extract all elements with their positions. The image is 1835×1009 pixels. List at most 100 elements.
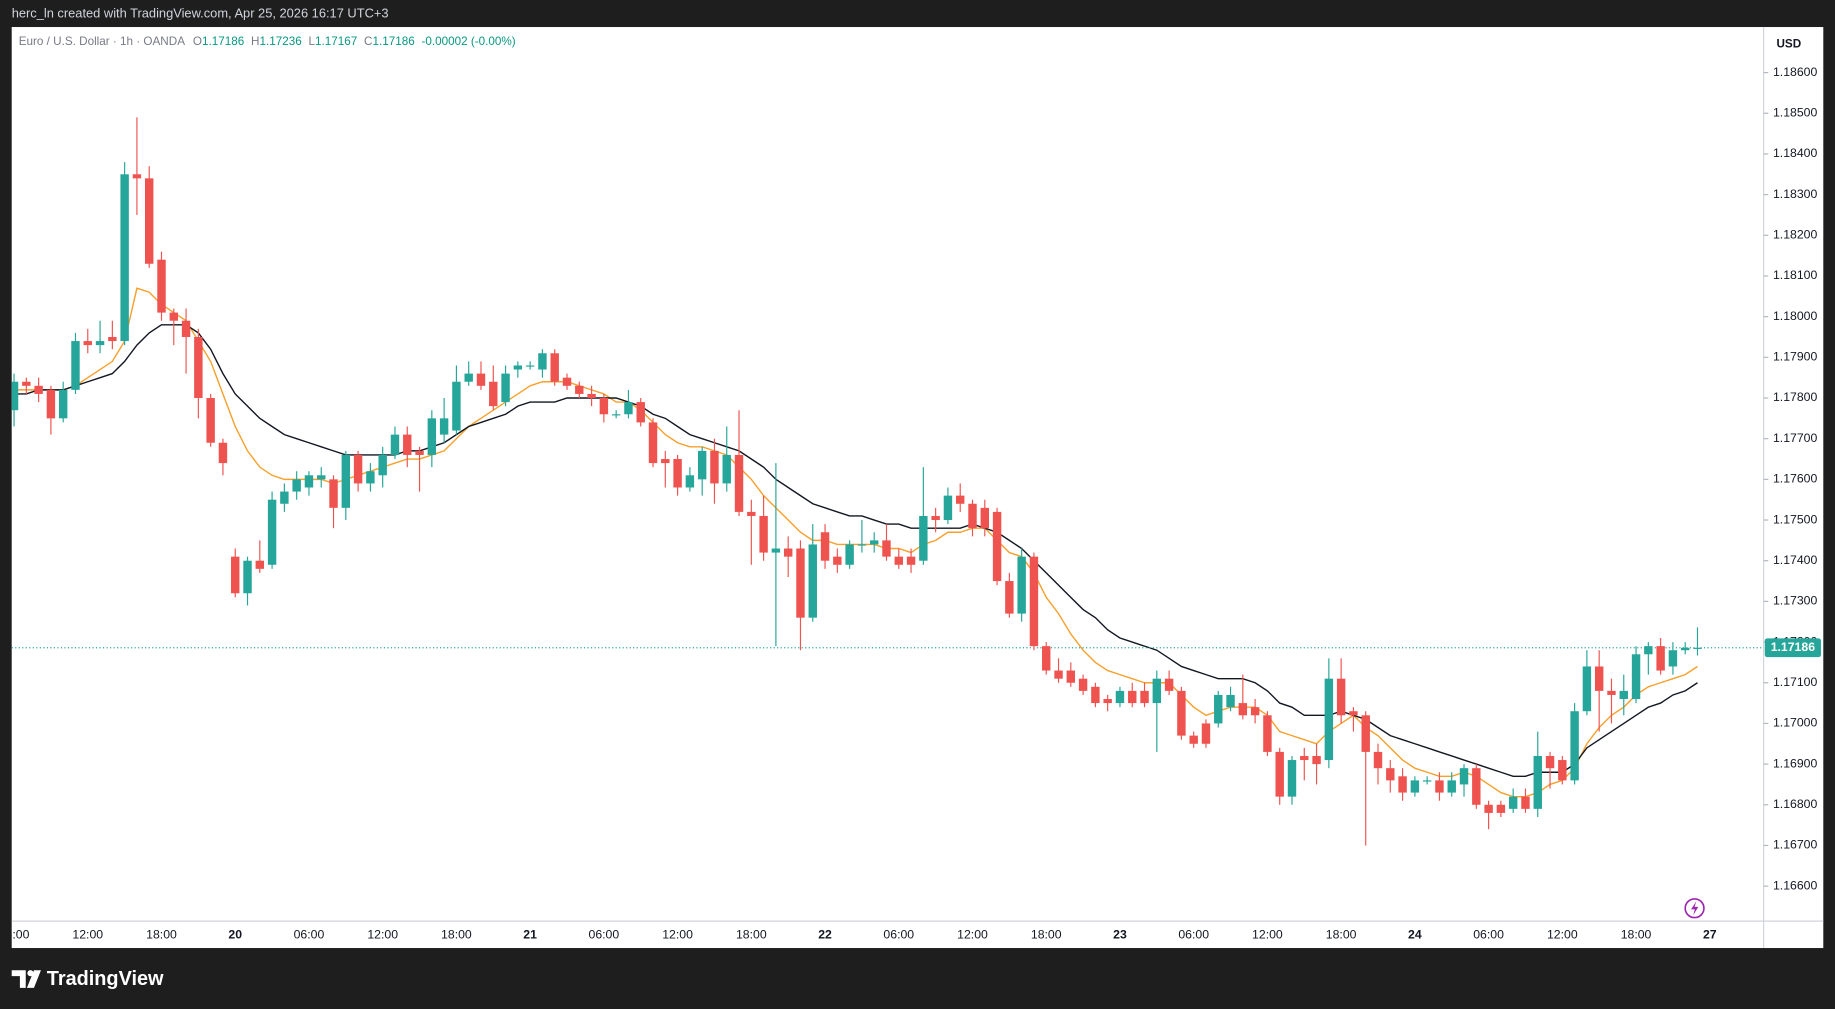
alert-icon[interactable] xyxy=(1684,898,1705,919)
x-tick-label: 24 xyxy=(1408,927,1422,941)
x-tick-label: 21 xyxy=(523,927,537,941)
brand-logo: TradingView xyxy=(11,968,164,990)
y-tick-label: 1.18100 xyxy=(1773,268,1818,282)
candle-body xyxy=(808,544,817,618)
candle-body xyxy=(464,373,473,382)
candle-body xyxy=(562,377,572,386)
legend-change: -0.00002 (-0.00%) xyxy=(421,35,515,48)
y-tick-label: 1.16900 xyxy=(1773,756,1818,770)
candle-body xyxy=(1693,647,1702,649)
candle-body xyxy=(157,259,166,313)
candle-body xyxy=(1300,755,1309,761)
candle-body xyxy=(1508,796,1518,809)
candle-body xyxy=(1594,666,1604,691)
candle-body xyxy=(390,434,400,455)
candle-body xyxy=(1312,755,1321,765)
candle-body xyxy=(956,495,965,504)
candle-body xyxy=(1238,703,1248,716)
price-axis: 1.16600 1.16700 1.16800 1.16900 1.17000 1.171… xyxy=(1763,65,1821,892)
y-tick-label: 1.17400 xyxy=(1773,553,1818,567)
candle-body xyxy=(378,454,387,476)
logo-mark xyxy=(11,970,26,988)
x-tick-label: 12:00 xyxy=(1252,927,1283,941)
candle-body xyxy=(1558,760,1567,781)
x-tick-label: 12:00 xyxy=(1547,927,1578,941)
candle-body xyxy=(611,414,621,416)
candle-body xyxy=(820,532,830,561)
chart-panel xyxy=(11,27,1824,949)
alert-bolt[interactable] xyxy=(1691,901,1699,916)
candle-body xyxy=(599,398,609,415)
candle-body xyxy=(1496,804,1506,813)
candle-body xyxy=(1545,755,1555,769)
legend-value: 1.17186 xyxy=(202,35,244,48)
candle-body xyxy=(1201,723,1211,744)
candle-body xyxy=(1459,768,1469,785)
candle-body xyxy=(1373,751,1383,769)
candle-body xyxy=(796,548,805,618)
candle-body xyxy=(1275,751,1284,797)
legend-title: Euro / U.S. Dollar · 1h · OANDA xyxy=(19,35,185,48)
candle-body xyxy=(783,548,793,557)
candle-body xyxy=(734,454,744,512)
y-tick-label: 1.17100 xyxy=(1773,675,1818,689)
candle-body xyxy=(132,174,142,179)
caption: herc_ln created with TradingView.com, Ap… xyxy=(12,6,389,21)
candle-body xyxy=(1189,735,1198,744)
candle-body xyxy=(71,341,80,390)
x-tick-label: 18:00 xyxy=(441,927,472,941)
candle-body xyxy=(550,353,559,382)
candle-body xyxy=(1140,690,1149,704)
candle-body xyxy=(1017,556,1026,614)
candle-body xyxy=(1005,581,1014,614)
candle-body xyxy=(759,515,768,553)
candle-body xyxy=(1263,715,1272,752)
candle-body xyxy=(1128,690,1137,704)
brand: TradingView xyxy=(47,968,164,990)
x-tick-label: 06:00 xyxy=(1178,927,1209,941)
candle-body xyxy=(845,544,854,565)
candle-body xyxy=(1250,707,1260,716)
candle-body xyxy=(58,389,68,419)
candle-body xyxy=(1472,768,1481,805)
candle-body xyxy=(1435,780,1444,793)
x-tick-label: 12:00 xyxy=(72,927,103,941)
candle-body xyxy=(366,471,375,484)
y-tick-label: 1.18200 xyxy=(1773,228,1818,242)
legend-key: H xyxy=(251,35,259,48)
candle-body xyxy=(1164,678,1174,691)
y-tick-label: 1.18300 xyxy=(1773,187,1818,201)
candle-body xyxy=(194,336,203,399)
logo-mark xyxy=(26,970,41,988)
x-tick-label: 12:00 xyxy=(367,927,398,941)
y-tick-label: 1.16600 xyxy=(1773,878,1818,892)
candle-body xyxy=(1177,690,1186,736)
x-tick-label: 18:00 xyxy=(146,927,177,941)
last-price-label: 1.17186 xyxy=(1771,640,1816,654)
logo-mark xyxy=(27,970,34,977)
legend: Euro / U.S. Dollar · 1h · OANDA O1.17186… xyxy=(19,35,516,48)
legend-key: C xyxy=(364,35,372,48)
candle-body xyxy=(1644,646,1653,655)
candle-body xyxy=(771,548,781,553)
y-tick-label: 1.17300 xyxy=(1773,594,1818,608)
candle-body xyxy=(1631,654,1641,700)
legend-key: O xyxy=(193,35,202,48)
candle-body xyxy=(919,515,928,561)
candle-body xyxy=(587,393,596,399)
candle-body xyxy=(1570,711,1579,781)
x-tick-label: 18:00 xyxy=(1326,927,1357,941)
x-tick-label: 06:00 xyxy=(294,927,325,941)
candle-body xyxy=(992,511,1002,582)
candle-body xyxy=(1656,646,1665,671)
candle-body xyxy=(1484,804,1493,813)
candle-body xyxy=(980,507,990,529)
candle-body xyxy=(452,381,461,431)
candle-body xyxy=(1103,699,1112,704)
candle-body xyxy=(501,373,510,403)
candle-body xyxy=(144,178,154,264)
candle-body xyxy=(710,450,719,484)
y-tick-label: 1.17900 xyxy=(1773,350,1818,364)
